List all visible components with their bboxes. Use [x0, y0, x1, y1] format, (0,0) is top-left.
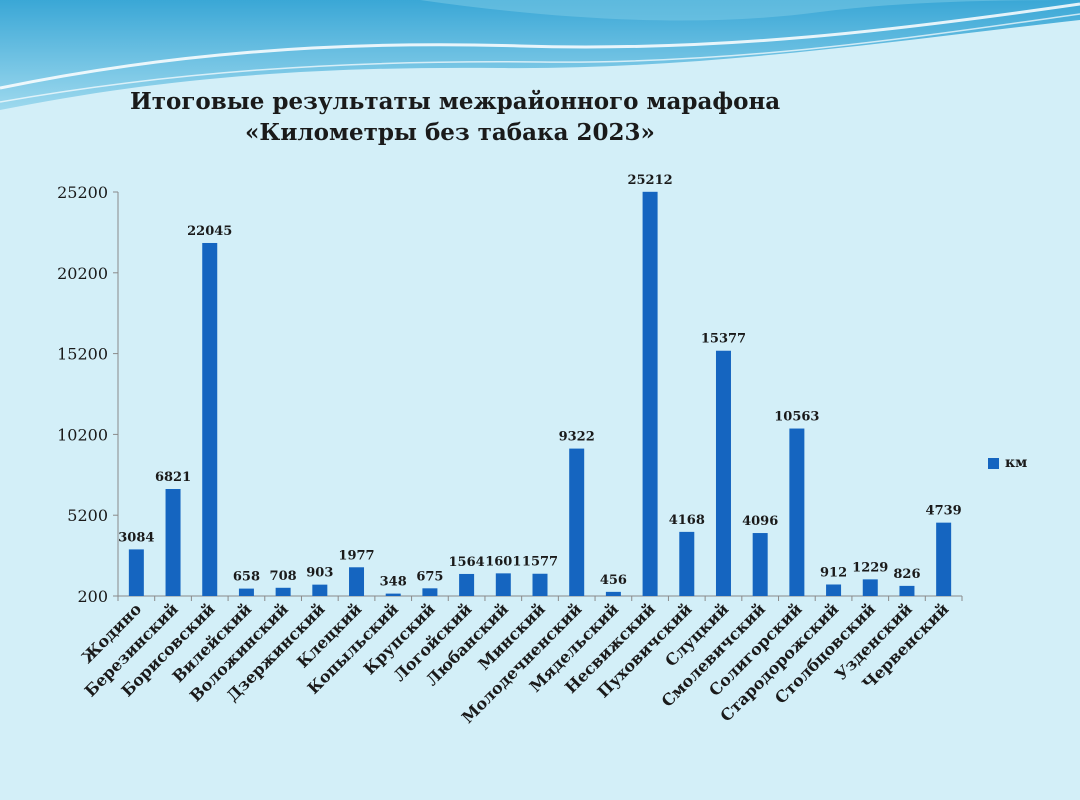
data-label: 708	[270, 569, 297, 584]
y-tick-label: 15200	[57, 345, 108, 364]
bar	[459, 573, 475, 596]
data-label: 348	[380, 575, 407, 590]
legend-label: км	[1005, 455, 1028, 471]
data-label: 6821	[155, 470, 191, 485]
data-label: 675	[416, 569, 443, 584]
chart-title-line1: Итоговые результаты межрайонного марафон…	[130, 88, 781, 115]
bar	[202, 242, 218, 596]
bar	[715, 350, 731, 596]
bar	[312, 584, 328, 596]
bar	[495, 573, 511, 596]
bar	[165, 489, 181, 596]
data-label: 456	[600, 573, 627, 588]
bar	[422, 588, 438, 596]
data-label: 1229	[852, 560, 888, 575]
data-label: 658	[233, 570, 260, 585]
chart-title: Итоговые результаты межрайонного марафон…	[130, 86, 781, 148]
bar	[238, 588, 254, 596]
bar	[642, 191, 658, 596]
data-label: 903	[306, 566, 333, 581]
legend: км	[988, 455, 1027, 471]
bar	[826, 584, 842, 596]
chart-title-line2: «Километры без табака 2023»	[245, 119, 655, 146]
data-label: 1577	[522, 555, 558, 570]
bar	[862, 579, 878, 596]
y-tick-label: 20200	[57, 264, 108, 283]
data-label: 22045	[187, 224, 232, 239]
bar	[899, 585, 915, 596]
data-label: 25212	[627, 173, 672, 188]
bar	[569, 448, 585, 596]
data-label: 826	[893, 567, 920, 582]
data-label: 4739	[926, 504, 962, 519]
bar	[789, 428, 805, 596]
y-tick-label: 10200	[57, 425, 108, 444]
data-label: 15377	[701, 332, 746, 347]
data-label: 1601	[485, 554, 521, 569]
legend-swatch	[988, 457, 999, 469]
data-label: 4168	[669, 513, 705, 528]
bar	[532, 573, 548, 596]
bar	[385, 593, 401, 596]
data-label: 4096	[742, 514, 778, 529]
bar	[275, 587, 291, 596]
y-tick-label: 200	[77, 587, 108, 606]
bar	[679, 531, 695, 596]
bar	[752, 533, 768, 596]
y-tick-label: 25200	[57, 183, 108, 202]
data-label: 3084	[118, 530, 154, 545]
data-label: 1564	[449, 555, 485, 570]
y-tick-label: 5200	[67, 506, 108, 525]
data-label: 9322	[559, 430, 595, 445]
data-label: 10563	[774, 410, 819, 425]
bar	[349, 567, 365, 596]
bar	[936, 522, 952, 596]
data-label: 912	[820, 565, 847, 580]
data-label: 1977	[338, 548, 374, 563]
bar	[128, 549, 144, 596]
bar	[605, 591, 621, 596]
